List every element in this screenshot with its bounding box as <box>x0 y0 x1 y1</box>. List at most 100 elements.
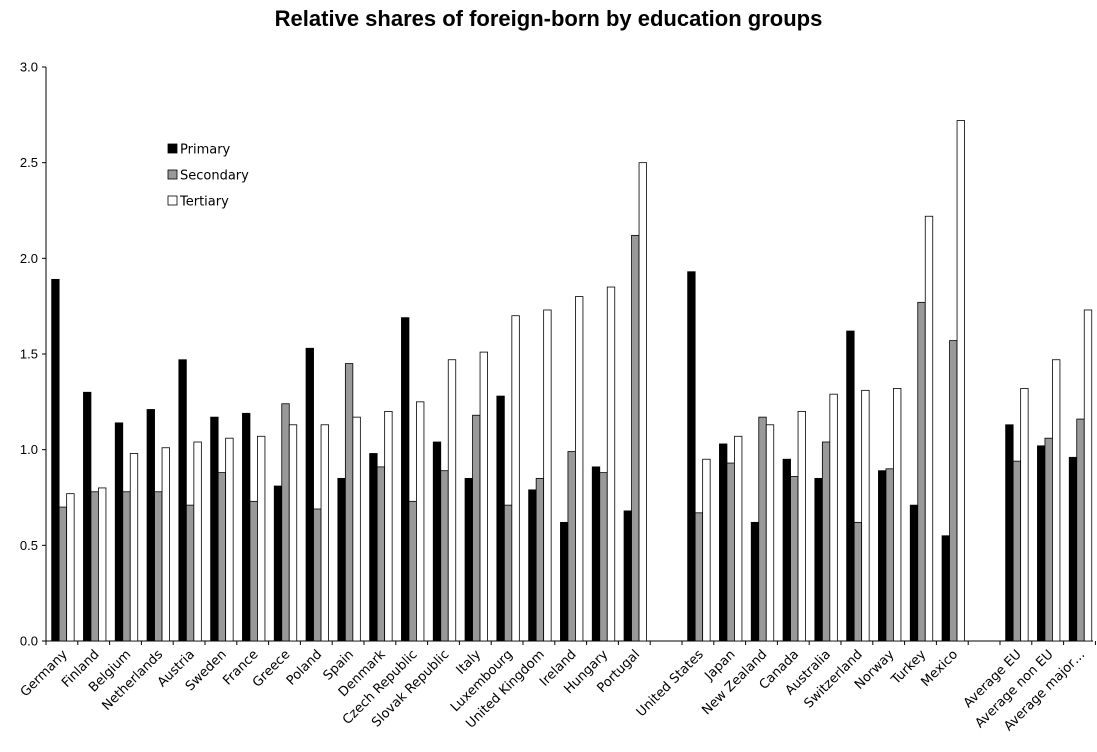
bar-primary <box>210 416 219 642</box>
bar-tertiary <box>193 441 202 642</box>
y-tick-label: 1.0 <box>20 442 38 457</box>
legend-label-secondary: Secondary <box>180 169 249 184</box>
bar-secondary <box>1076 418 1085 642</box>
bar-primary <box>51 278 60 642</box>
category-labels: GermanyFinlandBelgiumNetherlandsAustriaS… <box>18 647 1088 734</box>
bar-secondary <box>821 441 831 642</box>
bar-secondary <box>472 414 481 642</box>
legend-swatch-secondary <box>167 169 178 180</box>
bar-secondary <box>313 508 322 642</box>
bar-tertiary <box>288 424 298 642</box>
bar-secondary <box>440 470 449 642</box>
bar-tertiary <box>543 309 552 642</box>
bar-primary <box>432 441 442 642</box>
bars <box>51 120 1093 642</box>
y-tick-label: 2.0 <box>20 251 38 266</box>
bar-primary <box>623 510 632 642</box>
bar-primary <box>242 412 251 642</box>
bar-tertiary <box>924 215 934 642</box>
bar-secondary <box>535 477 545 642</box>
bar-secondary <box>949 340 958 642</box>
bar-tertiary <box>479 351 488 642</box>
bar-primary <box>305 347 314 642</box>
bar-tertiary <box>702 458 711 642</box>
bar-secondary <box>154 491 163 642</box>
bar-tertiary <box>606 286 616 642</box>
bar-tertiary <box>320 424 329 642</box>
bar-tertiary <box>575 296 584 642</box>
bar-tertiary <box>257 435 266 642</box>
legend: Primary Secondary Tertiary <box>167 143 249 210</box>
bar-secondary <box>217 472 227 642</box>
bar-primary <box>83 391 92 642</box>
x-tick-label: Germany <box>18 647 71 700</box>
bar-primary <box>846 330 855 642</box>
legend-swatch-primary <box>167 143 178 154</box>
bar-primary <box>909 504 919 642</box>
bar-secondary <box>249 500 258 642</box>
bar-secondary <box>567 451 576 642</box>
bar-tertiary <box>638 162 647 642</box>
bar-secondary <box>1012 460 1022 642</box>
bar-primary <box>719 443 728 642</box>
bar-primary <box>273 485 283 642</box>
bar-tertiary <box>956 120 965 642</box>
bar-tertiary <box>765 424 775 642</box>
bar-tertiary <box>161 447 170 642</box>
bar-secondary <box>376 466 386 642</box>
bar-secondary <box>58 506 68 642</box>
bar-primary <box>146 409 155 642</box>
bar-primary <box>687 271 696 642</box>
bar-primary <box>178 359 187 642</box>
bar-primary <box>814 477 823 642</box>
bar-primary <box>114 422 124 642</box>
bar-secondary <box>853 521 863 642</box>
bar-tertiary <box>829 393 838 642</box>
y-tick-label: 2.5 <box>20 155 38 170</box>
bar-secondary <box>408 500 417 642</box>
bar-secondary <box>599 472 608 642</box>
bar-secondary <box>694 512 704 642</box>
bar-secondary <box>885 468 894 642</box>
bar-primary <box>401 317 410 642</box>
bar-primary <box>528 489 537 642</box>
legend-label-primary: Primary <box>180 143 231 158</box>
y-tick-label: 1.5 <box>20 347 38 362</box>
bar-tertiary <box>1020 388 1029 642</box>
bar-secondary <box>185 504 195 642</box>
bar-primary <box>369 453 378 642</box>
bar-primary <box>878 470 887 642</box>
bar-tertiary <box>416 401 425 642</box>
chart-title: Relative shares of foreign-born by educa… <box>274 6 823 31</box>
y-tick-label: 0.5 <box>20 538 38 553</box>
bar-primary <box>591 466 601 642</box>
bar-primary <box>464 477 473 642</box>
bar-secondary <box>726 462 735 642</box>
bar-tertiary <box>447 359 457 642</box>
bar-primary <box>782 458 791 642</box>
bar-primary <box>496 395 505 642</box>
legend-label-tertiary: Tertiary <box>179 195 229 210</box>
y-tick-label: 3.0 <box>20 60 38 75</box>
bar-tertiary <box>225 437 234 642</box>
bar-tertiary <box>734 435 743 642</box>
x-tick-label: United States <box>634 647 707 720</box>
bar-secondary <box>631 234 640 642</box>
bar-tertiary <box>352 416 361 642</box>
bar-secondary <box>503 504 513 642</box>
bar-primary <box>941 535 950 642</box>
bar-tertiary <box>1083 309 1093 642</box>
bar-tertiary <box>129 453 139 642</box>
legend-swatch-tertiary <box>167 195 178 206</box>
bar-tertiary <box>893 388 902 642</box>
bar-tertiary <box>861 389 870 642</box>
bar-secondary <box>122 491 131 642</box>
bar-tertiary <box>511 315 520 642</box>
bar-tertiary <box>98 487 107 642</box>
bar-tertiary <box>797 410 806 642</box>
bar-secondary <box>758 416 767 642</box>
bar-primary <box>337 477 346 642</box>
bar-primary <box>560 521 569 642</box>
x-tick-label: Poland <box>284 647 325 688</box>
y-tick-label: 0.0 <box>20 634 38 649</box>
